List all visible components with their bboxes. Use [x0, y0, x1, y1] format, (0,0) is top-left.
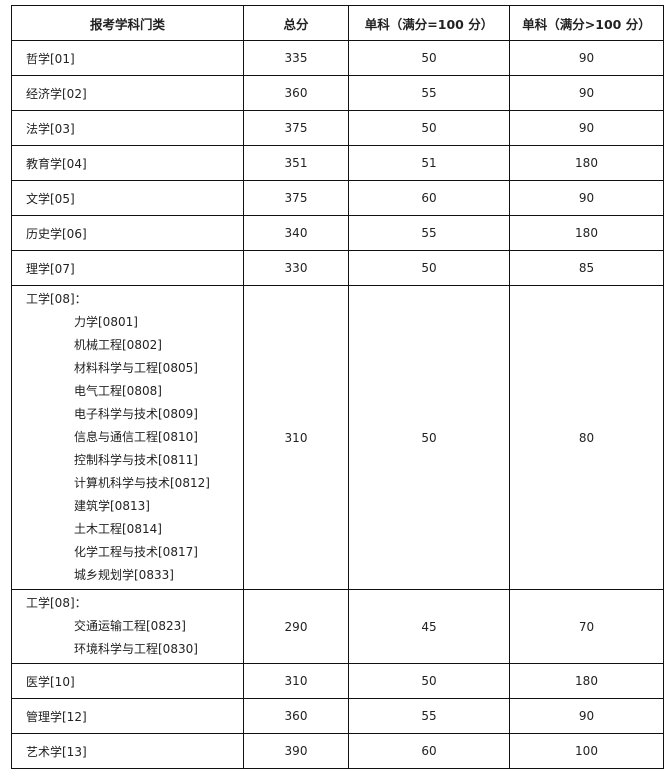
category-name: 工学[08]：: [26, 596, 87, 610]
table-row: 医学[10] 310 50 180: [11, 663, 664, 699]
subject-item: 电子科学与技术[0809]: [74, 407, 198, 421]
single-over-100-cell: 100: [509, 733, 664, 769]
table-row: 经济学[02] 360 55 90: [11, 75, 664, 111]
subject-item: 化学工程与技术[0817]: [74, 545, 198, 559]
single-over-100-cell: 80: [509, 285, 664, 590]
single-over-100-cell: 90: [509, 110, 664, 146]
total-cell: 351: [243, 145, 349, 181]
header-total: 总分: [243, 5, 349, 41]
subject-item: 建筑学[0813]: [74, 499, 150, 513]
subject-item: 电气工程[0808]: [74, 384, 162, 398]
category-cell: 艺术学[13]: [11, 733, 244, 769]
single-100-cell: 51: [348, 145, 510, 181]
category-cell: 理学[07]: [11, 250, 244, 286]
category-cell: 管理学[12]: [11, 698, 244, 734]
header-row: 报考学科门类 总分 单科（满分=100 分） 单科（满分>100 分）: [11, 5, 664, 41]
single-over-100-cell: 180: [509, 145, 664, 181]
category-cell: 工学[08]： 交通运输工程[0823] 环境科学与工程[0830]: [11, 589, 244, 664]
single-over-100-cell: 90: [509, 75, 664, 111]
header-single-100: 单科（满分=100 分）: [348, 5, 510, 41]
table-row: 工学[08]： 力学[0801] 机械工程[0802] 材料科学与工程[0805] 电气…: [11, 285, 664, 590]
single-over-100-cell: 70: [509, 589, 664, 664]
table-row: 哲学[01] 335 50 90: [11, 40, 664, 76]
total-cell: 360: [243, 698, 349, 734]
table-row: 管理学[12] 360 55 90: [11, 698, 664, 734]
subject-item: 城乡规划学[0833]: [74, 568, 174, 582]
total-cell: 310: [243, 663, 349, 699]
category-cell: 法学[03]: [11, 110, 244, 146]
single-100-cell: 55: [348, 75, 510, 111]
single-100-cell: 60: [348, 180, 510, 216]
total-cell: 375: [243, 110, 349, 146]
table-row: 法学[03] 375 50 90: [11, 110, 664, 146]
table-row: 文学[05] 375 60 90: [11, 180, 664, 216]
subject-item: 机械工程[0802]: [74, 338, 162, 352]
single-100-cell: 55: [348, 698, 510, 734]
single-100-cell: 45: [348, 589, 510, 664]
single-100-cell: 50: [348, 663, 510, 699]
subject-item: 材料科学与工程[0805]: [74, 361, 198, 375]
total-cell: 390: [243, 733, 349, 769]
header-category: 报考学科门类: [11, 5, 244, 41]
total-cell: 375: [243, 180, 349, 216]
category-cell: 文学[05]: [11, 180, 244, 216]
total-cell: 290: [243, 589, 349, 664]
category-cell: 教育学[04]: [11, 145, 244, 181]
table-row: 艺术学[13] 390 60 100: [11, 733, 664, 769]
single-100-cell: 50: [348, 250, 510, 286]
single-over-100-cell: 180: [509, 663, 664, 699]
single-100-cell: 50: [348, 40, 510, 76]
table-row: 工学[08]： 交通运输工程[0823] 环境科学与工程[0830] 290 45 70: [11, 589, 664, 664]
single-over-100-cell: 90: [509, 40, 664, 76]
single-over-100-cell: 90: [509, 698, 664, 734]
score-table: 报考学科门类 总分 单科（满分=100 分） 单科（满分>100 分） 哲学[0…: [11, 5, 664, 769]
category-cell: 医学[10]: [11, 663, 244, 699]
table-row: 历史学[06] 340 55 180: [11, 215, 664, 251]
single-over-100-cell: 85: [509, 250, 664, 286]
single-over-100-cell: 180: [509, 215, 664, 251]
subject-item: 交通运输工程[0823]: [74, 619, 186, 633]
single-over-100-cell: 90: [509, 180, 664, 216]
total-cell: 310: [243, 285, 349, 590]
total-cell: 335: [243, 40, 349, 76]
category-name: 工学[08]：: [26, 292, 87, 306]
total-cell: 360: [243, 75, 349, 111]
category-cell: 经济学[02]: [11, 75, 244, 111]
subject-item: 控制科学与技术[0811]: [74, 453, 198, 467]
total-cell: 330: [243, 250, 349, 286]
subject-item: 土木工程[0814]: [74, 522, 162, 536]
single-100-cell: 50: [348, 110, 510, 146]
subject-item: 环境科学与工程[0830]: [74, 642, 198, 656]
table-row: 理学[07] 330 50 85: [11, 250, 664, 286]
table-row: 教育学[04] 351 51 180: [11, 145, 664, 181]
single-100-cell: 55: [348, 215, 510, 251]
single-100-cell: 60: [348, 733, 510, 769]
category-cell: 工学[08]： 力学[0801] 机械工程[0802] 材料科学与工程[0805] 电气…: [11, 285, 244, 590]
subject-item: 力学[0801]: [74, 315, 138, 329]
header-single-over-100: 单科（满分>100 分）: [509, 5, 664, 41]
single-100-cell: 50: [348, 285, 510, 590]
category-cell: 历史学[06]: [11, 215, 244, 251]
subject-item: 计算机科学与技术[0812]: [74, 476, 210, 490]
total-cell: 340: [243, 215, 349, 251]
subject-item: 信息与通信工程[0810]: [74, 430, 198, 444]
category-cell: 哲学[01]: [11, 40, 244, 76]
